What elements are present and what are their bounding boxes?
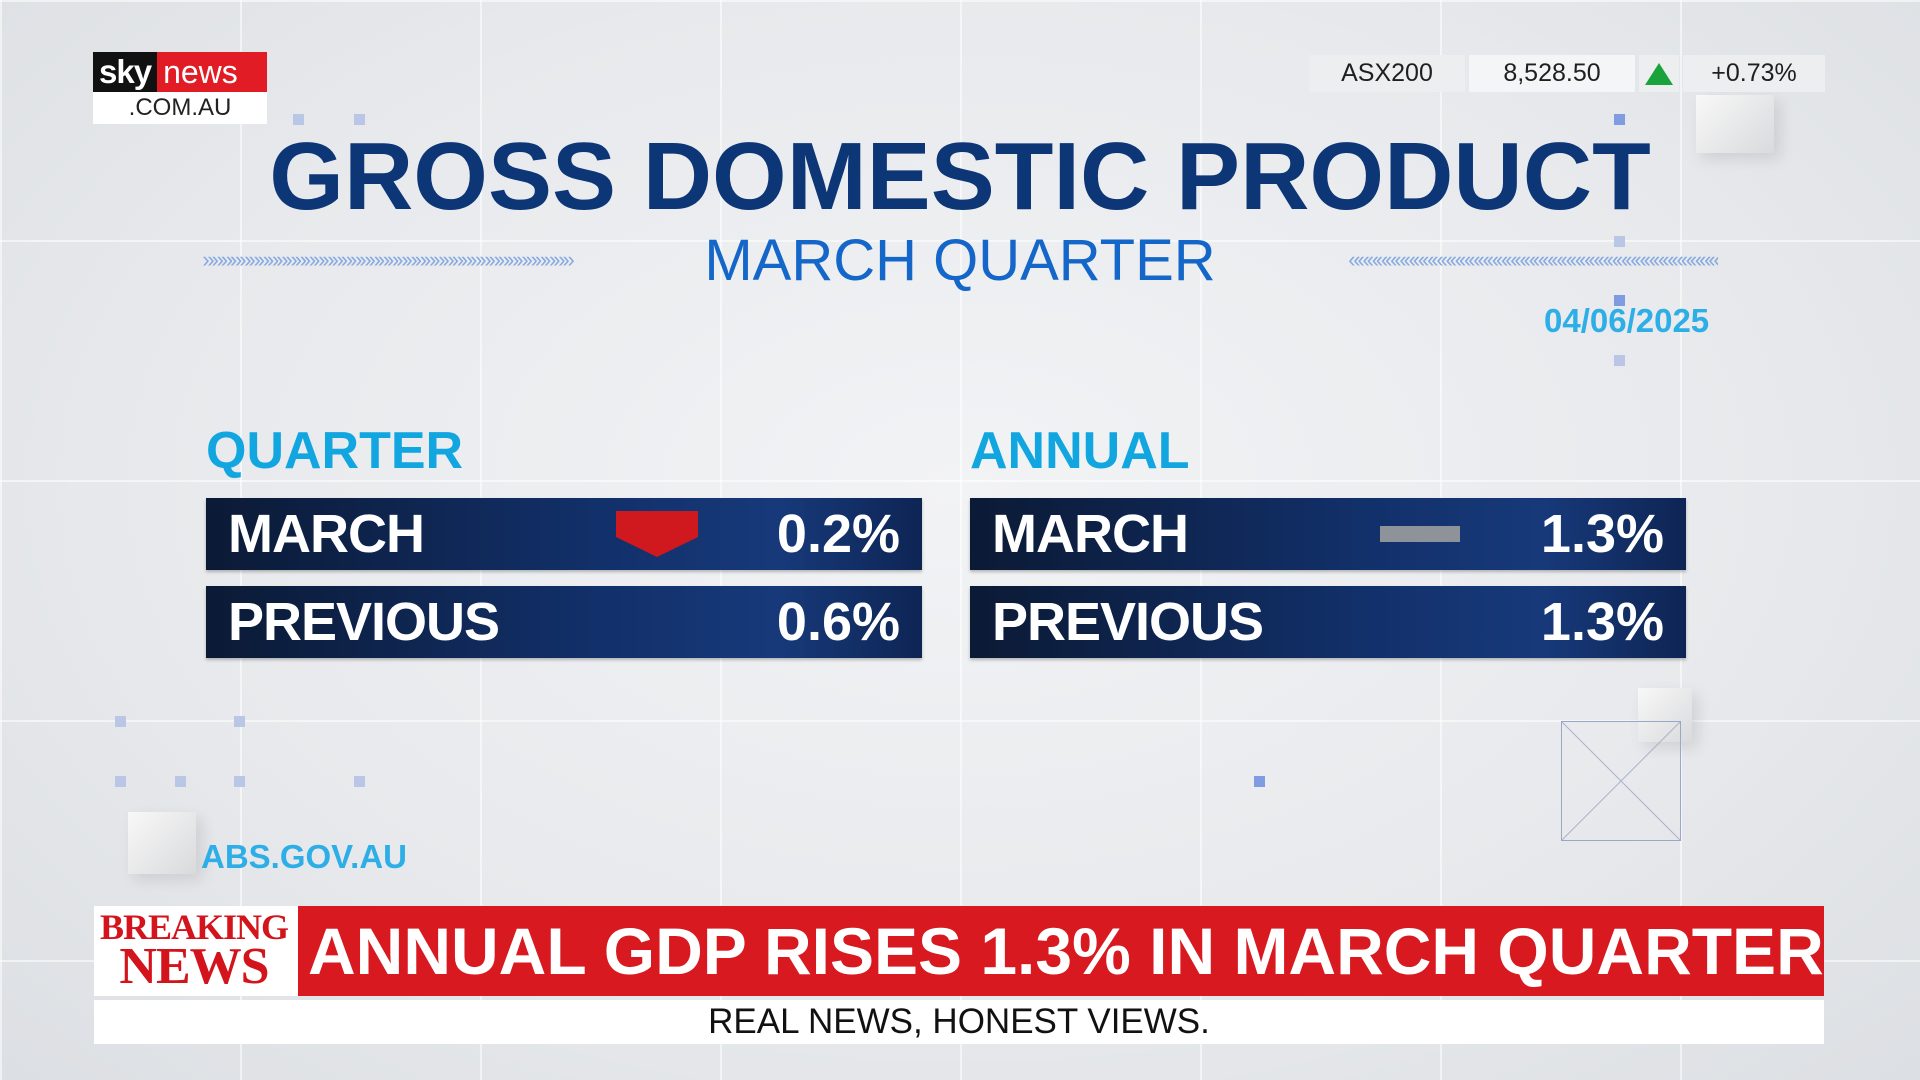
breaking-label-line2: NEWS (119, 937, 269, 995)
up-triangle-icon (1639, 55, 1679, 92)
quarter-row-march: MARCH 0.2% (206, 498, 922, 570)
page-title: GROSS DOMESTIC PRODUCT (269, 123, 1651, 230)
decor-cube (1638, 688, 1692, 742)
annual-row-previous: PREVIOUS 1.3% (970, 586, 1686, 658)
sky-news-logo: sky news .COM.AU (93, 52, 267, 124)
decor-dot (1254, 776, 1265, 787)
row-label: MARCH (228, 504, 425, 564)
decor-cube (128, 812, 196, 874)
decor-dot (234, 716, 245, 727)
decor-dot (354, 114, 365, 125)
row-value: 0.2% (776, 504, 900, 564)
annual-row-march: MARCH 1.3% (970, 498, 1686, 570)
decor-dot (354, 776, 365, 787)
decor-dot (115, 776, 126, 787)
page-subtitle: MARCH QUARTER (704, 227, 1216, 293)
data-source: ABS.GOV.AU (201, 838, 407, 875)
quarter-row-previous: PREVIOUS 0.6% (206, 586, 922, 658)
annual-heading: ANNUAL (970, 422, 1190, 480)
row-value: 0.6% (776, 592, 900, 652)
quarter-heading: QUARTER (206, 422, 464, 480)
decor-dot (293, 114, 304, 125)
release-date: 04/06/2025 (1544, 302, 1710, 339)
row-value: 1.3% (1540, 504, 1664, 564)
breaking-label-line1: BREAKING (99, 907, 289, 948)
annual-panel: ANNUAL MARCH 1.3% PREVIOUS 1.3% (970, 420, 1686, 658)
decor-outline-box (1561, 721, 1681, 841)
row-value: 1.3% (1540, 592, 1664, 652)
down-arrow-icon (616, 498, 698, 570)
breaking-news-bar: BREAKING NEWS ANNUAL GDP RISES 1.3% IN M… (94, 906, 1824, 996)
logo-top: sky news (93, 52, 267, 92)
logo-sky-text: sky (93, 52, 158, 92)
breaking-headline: ANNUAL GDP RISES 1.3% IN MARCH QUARTER (298, 906, 1824, 996)
row-label: PREVIOUS (228, 592, 500, 652)
breaking-news-label: BREAKING NEWS (94, 906, 298, 996)
decor-dot (1614, 236, 1625, 247)
ticker-symbol: ASX200 (1309, 55, 1465, 92)
decor-dot (175, 776, 186, 787)
quarter-panel: QUARTER MARCH 0.2% PREVIOUS 0.6% (206, 420, 922, 658)
row-label: PREVIOUS (992, 592, 1264, 652)
flat-dash-icon (1380, 498, 1460, 570)
chevron-left-decor-icon: «««««««««««««««««««««««««««««««««««««««« (1348, 250, 1718, 270)
logo-news-text: news (163, 53, 238, 90)
ticker-change: +0.73% (1683, 55, 1825, 92)
decor-dot (115, 716, 126, 727)
row-label: MARCH (992, 504, 1189, 564)
subtitle-row: »»»»»»»»»»»»»»»»»»»»»»»»»»»»»»»»»»»»»»»»… (200, 225, 1720, 295)
chevron-right-decor-icon: »»»»»»»»»»»»»»»»»»»»»»»»»»»»»»»»»»»»»»»» (202, 250, 574, 270)
tagline: REAL NEWS, HONEST VIEWS. (94, 1000, 1824, 1044)
decor-cube (1696, 95, 1774, 153)
market-ticker: ASX200 8,528.50 +0.73% (1309, 55, 1825, 92)
decor-dot (1614, 295, 1625, 306)
ticker-value: 8,528.50 (1469, 55, 1635, 92)
decor-dot (1614, 355, 1625, 366)
decor-dot (234, 776, 245, 787)
decor-dot (1614, 114, 1625, 125)
logo-domain: .COM.AU (93, 92, 267, 124)
